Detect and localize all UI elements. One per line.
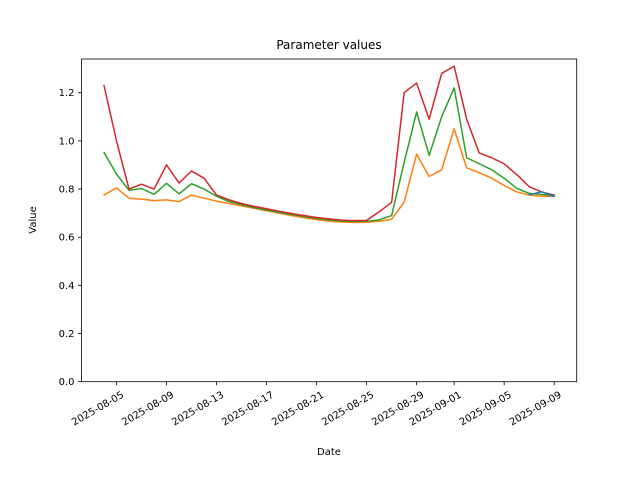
series-line-orange <box>103 128 555 224</box>
y-tick-label: 0.4 <box>59 281 75 292</box>
y-tick-label: 0.0 <box>59 377 75 388</box>
chart-title: Parameter values <box>276 38 381 52</box>
y-tick-label: 0.6 <box>59 233 75 244</box>
y-axis-label: Value <box>28 206 39 233</box>
x-axis-label: Date <box>317 447 341 458</box>
y-tick-label: 1.2 <box>59 88 75 99</box>
y-tick-label: 1.0 <box>59 136 75 147</box>
plot-frame <box>81 58 578 383</box>
y-tick-label: 0.2 <box>59 329 75 340</box>
series-line-blue <box>528 190 555 198</box>
y-tick-label: 0.8 <box>59 185 75 196</box>
series-line-green <box>103 87 555 223</box>
series-line-red <box>103 65 555 222</box>
